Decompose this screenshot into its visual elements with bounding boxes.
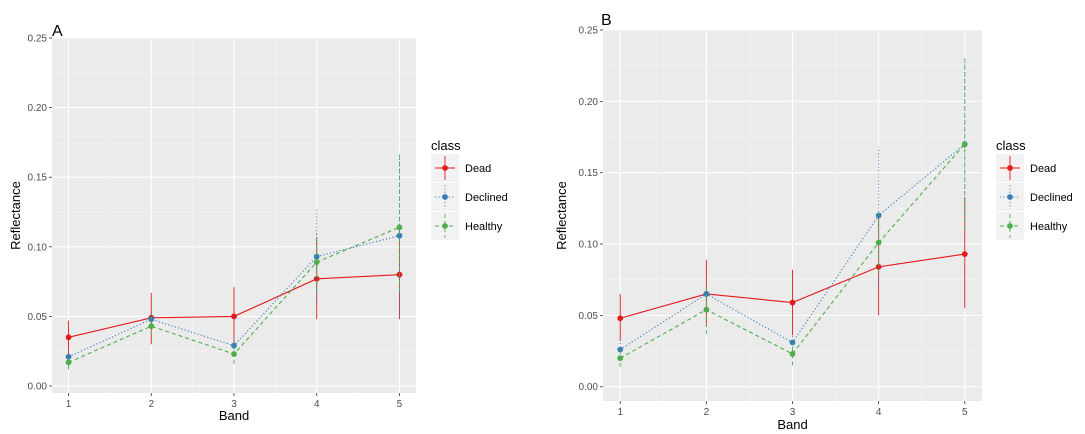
data-point xyxy=(65,353,72,360)
data-point xyxy=(703,306,710,313)
series-line xyxy=(619,143,966,359)
y-tick-label: 0.00 xyxy=(28,382,48,393)
data-point xyxy=(396,224,403,231)
x-axis-title: Band xyxy=(777,417,807,432)
y-tick-label: 0.25 xyxy=(579,26,599,37)
y-tick-label: 0.05 xyxy=(28,312,48,323)
legend-label: Healthy xyxy=(1030,221,1068,233)
y-tick-label: 0.10 xyxy=(579,240,599,251)
data-point xyxy=(313,253,320,260)
data-point xyxy=(789,351,796,357)
data-point xyxy=(148,323,155,330)
legend: class Dead Declined Healthy xyxy=(431,138,508,240)
data-point xyxy=(313,259,320,266)
legend-label: Healthy xyxy=(465,221,503,233)
legend-key-point xyxy=(442,194,448,200)
x-tick-label: 1 xyxy=(617,407,623,418)
x-tick-label: 3 xyxy=(231,399,237,410)
x-tick-label: 3 xyxy=(790,407,796,418)
data-point xyxy=(231,313,237,320)
series-healthy xyxy=(65,153,403,370)
x-tick-label: 2 xyxy=(704,407,710,418)
data-point xyxy=(703,291,710,297)
x-tick-label: 4 xyxy=(876,407,882,418)
panel-b: 0.00 0.05 0.10 0.15 0.20 0.25 1 2 3 4 5 Band Reflect… xyxy=(554,12,1073,432)
data-point xyxy=(65,334,72,341)
data-point xyxy=(231,342,237,349)
y-tick-label: 0.20 xyxy=(579,97,599,108)
legend-key-point xyxy=(1007,194,1013,200)
legend-key-point xyxy=(1007,165,1013,171)
y-tick-label: 0.20 xyxy=(28,103,48,114)
data-point xyxy=(875,263,882,270)
y-tick-label: 0.15 xyxy=(579,168,599,179)
x-tick-label: 5 xyxy=(397,399,403,410)
data-point xyxy=(396,232,403,239)
x-axis-title: Band xyxy=(219,408,249,423)
data-point xyxy=(65,359,72,366)
panel-letter: B xyxy=(601,12,612,29)
data-point xyxy=(961,251,968,257)
data-point xyxy=(961,141,968,148)
y-tick-label: 0.15 xyxy=(28,173,48,184)
legend-key-point xyxy=(442,223,448,229)
y-axis-title: Reflectance xyxy=(554,181,569,250)
data-point xyxy=(875,239,882,246)
y-tick-label: 0.25 xyxy=(28,34,48,45)
legend-key-point xyxy=(442,165,448,171)
panel-a: 0.00 0.05 0.10 0.15 0.20 0.25 1 2 3 4 5 Band Reflect… xyxy=(8,23,508,423)
legend-title: class xyxy=(431,138,461,153)
legend-label: Declined xyxy=(1030,192,1073,204)
panel-letter: A xyxy=(52,23,63,40)
x-tick-label: 2 xyxy=(148,399,154,410)
series-healthy xyxy=(617,58,968,367)
data-point xyxy=(789,299,796,306)
legend-label: Dead xyxy=(1030,163,1056,175)
x-tick-label: 4 xyxy=(314,399,320,410)
legend-label: Declined xyxy=(465,192,508,204)
legend-key-point xyxy=(1007,223,1013,229)
data-point xyxy=(313,275,320,282)
legend: class Dead Declined Healthy xyxy=(996,138,1073,240)
y-tick-label: 0.00 xyxy=(579,382,599,393)
legend-label: Dead xyxy=(465,163,491,175)
data-point xyxy=(617,355,624,362)
y-tick-label: 0.10 xyxy=(28,242,48,253)
data-point xyxy=(231,351,237,357)
x-tick-label: 1 xyxy=(66,399,72,410)
y-axis-title: Reflectance xyxy=(8,181,23,250)
legend-title: class xyxy=(996,138,1026,153)
y-tick-label: 0.05 xyxy=(579,311,599,322)
data-point xyxy=(617,315,624,322)
x-tick-label: 5 xyxy=(962,407,968,418)
